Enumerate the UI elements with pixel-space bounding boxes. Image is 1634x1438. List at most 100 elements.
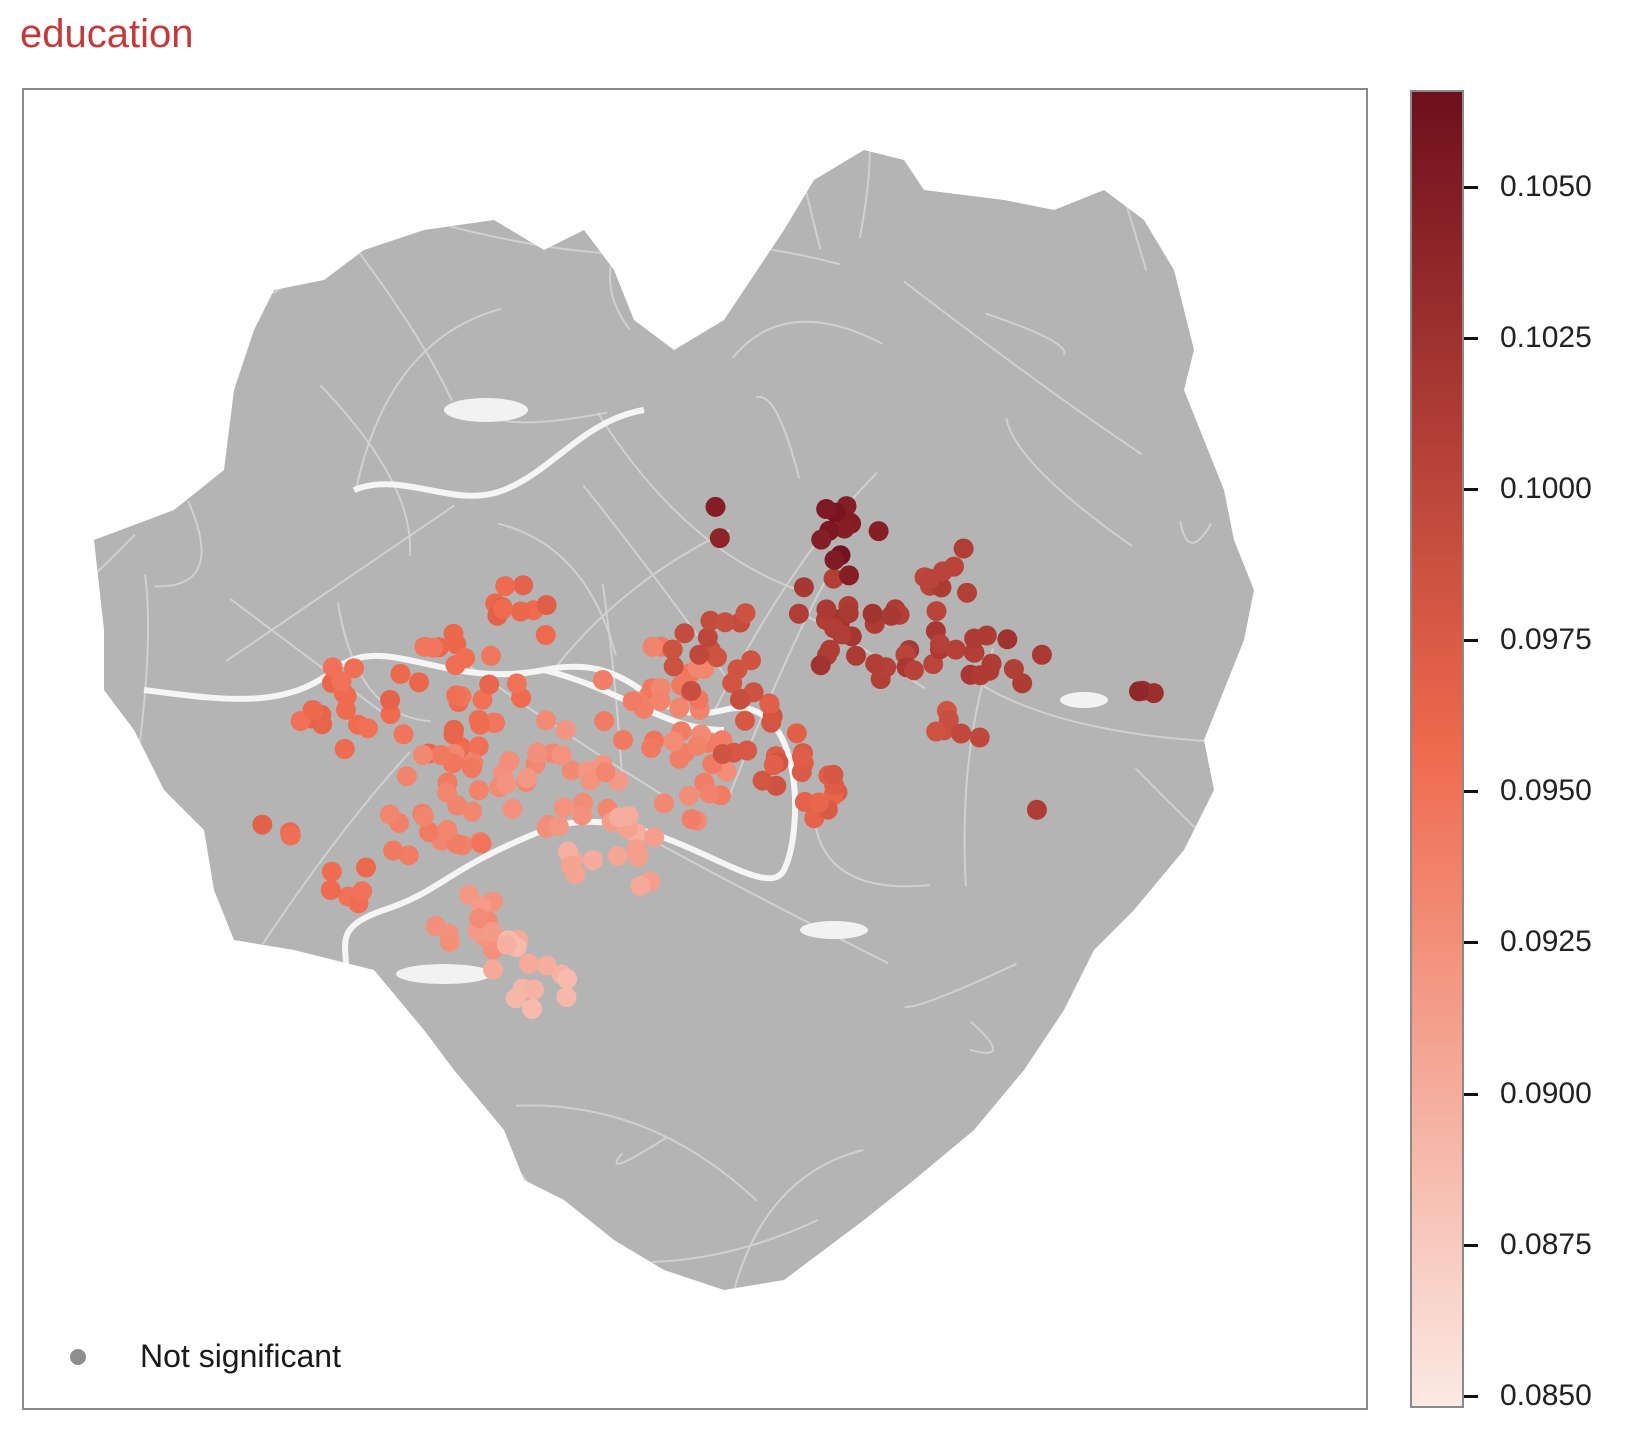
coefficient-point [613, 730, 633, 750]
road [755, 395, 801, 479]
coefficient-point [709, 528, 730, 549]
road [601, 583, 624, 787]
road [904, 963, 1017, 1008]
coefficient-point [951, 723, 972, 744]
coefficient-point [594, 711, 615, 732]
coefficient-point [699, 783, 720, 804]
colorbar-tick [1464, 1243, 1478, 1247]
coefficient-point [669, 748, 690, 769]
road [225, 1182, 309, 1196]
coefficient-point [356, 857, 376, 878]
coefficient-point [469, 908, 490, 929]
lake-west [396, 964, 492, 984]
coefficient-point [437, 819, 458, 840]
coefficient-point [470, 714, 491, 735]
coefficient-point [729, 689, 750, 710]
road [771, 150, 822, 250]
road [179, 173, 213, 340]
coefficient-point [823, 764, 844, 785]
coefficient-point [663, 731, 684, 752]
coefficient-point [809, 792, 829, 813]
coefficient-point [964, 628, 985, 649]
colorbar-tick-label: 0.0900 [1500, 1076, 1592, 1110]
coefficient-point [334, 739, 355, 759]
coefficient-point [681, 809, 702, 830]
road [596, 412, 805, 593]
coefficient-point [336, 699, 356, 720]
coefficient-point [669, 698, 690, 718]
road [154, 500, 203, 588]
coefficient-point [413, 806, 434, 827]
coefficient-point [938, 709, 959, 730]
road [336, 602, 431, 723]
coefficient-point [997, 629, 1018, 650]
coefficient-point [519, 953, 540, 974]
coefficient-point [641, 738, 662, 758]
coefficient-point [536, 710, 557, 731]
points-layer [252, 496, 1164, 1019]
coefficient-point [322, 657, 343, 678]
colorbar-tick-label: 0.0950 [1500, 774, 1592, 808]
road [175, 1115, 223, 1164]
coefficient-point [506, 673, 527, 694]
coefficient-point [595, 762, 616, 783]
coefficient-point [398, 845, 419, 866]
road [1012, 1201, 1038, 1290]
coefficient-point [957, 582, 977, 603]
road [319, 384, 412, 556]
coefficient-point [650, 690, 671, 711]
coefficient-point [419, 822, 440, 843]
coefficient-point [1026, 799, 1047, 820]
coefficient-point [536, 955, 557, 976]
coefficient-point [862, 603, 883, 624]
colorbar [1410, 90, 1464, 1408]
coefficient-point [791, 762, 812, 783]
coefficient-point [535, 625, 556, 645]
legend: Not significant [70, 1338, 341, 1375]
coefficient-point [548, 816, 569, 837]
coefficient-point [763, 755, 784, 775]
road [727, 1149, 864, 1290]
colorbar-tick [1464, 488, 1478, 492]
coefficient-point [831, 624, 852, 645]
road [94, 1214, 179, 1290]
coefficient-point [582, 850, 603, 871]
lake-east [1060, 692, 1108, 708]
coefficient-point [496, 773, 517, 794]
road [812, 814, 931, 888]
road [492, 1267, 652, 1290]
coefficient-point [557, 968, 578, 989]
coefficient-point [930, 634, 950, 654]
coefficient-point [302, 700, 323, 721]
coefficient-point [700, 610, 721, 631]
coefficient-point [811, 529, 832, 550]
coefficient-point [761, 712, 782, 733]
road [985, 312, 1066, 356]
coefficient-point [536, 595, 557, 615]
coefficient-point [423, 637, 443, 658]
coefficient-point [409, 672, 429, 693]
coefficient-point [737, 740, 758, 761]
coefficient-point [439, 931, 460, 952]
coefficient-point [662, 639, 683, 660]
coefficient-point [735, 603, 756, 624]
coefficient-point [953, 538, 974, 559]
coefficient-point [654, 793, 674, 814]
coefficient-point [492, 599, 513, 619]
coefficient-point [572, 805, 593, 826]
coefficient-point [1031, 644, 1052, 665]
coefficient-point [865, 653, 886, 674]
coefficient-point [527, 742, 548, 763]
coefficient-point [969, 727, 990, 748]
coefficient-point [556, 987, 577, 1008]
map-panel [22, 88, 1368, 1410]
coefficient-point [810, 655, 831, 676]
coefficient-point [580, 770, 601, 791]
colorbar-tick-label: 0.1050 [1500, 169, 1592, 203]
coefficient-point [663, 656, 684, 677]
colorbar-tick-label: 0.1025 [1500, 320, 1592, 354]
road [1179, 521, 1212, 544]
coefficient-point [881, 605, 902, 626]
road [555, 197, 668, 211]
coefficient-point [396, 766, 417, 787]
